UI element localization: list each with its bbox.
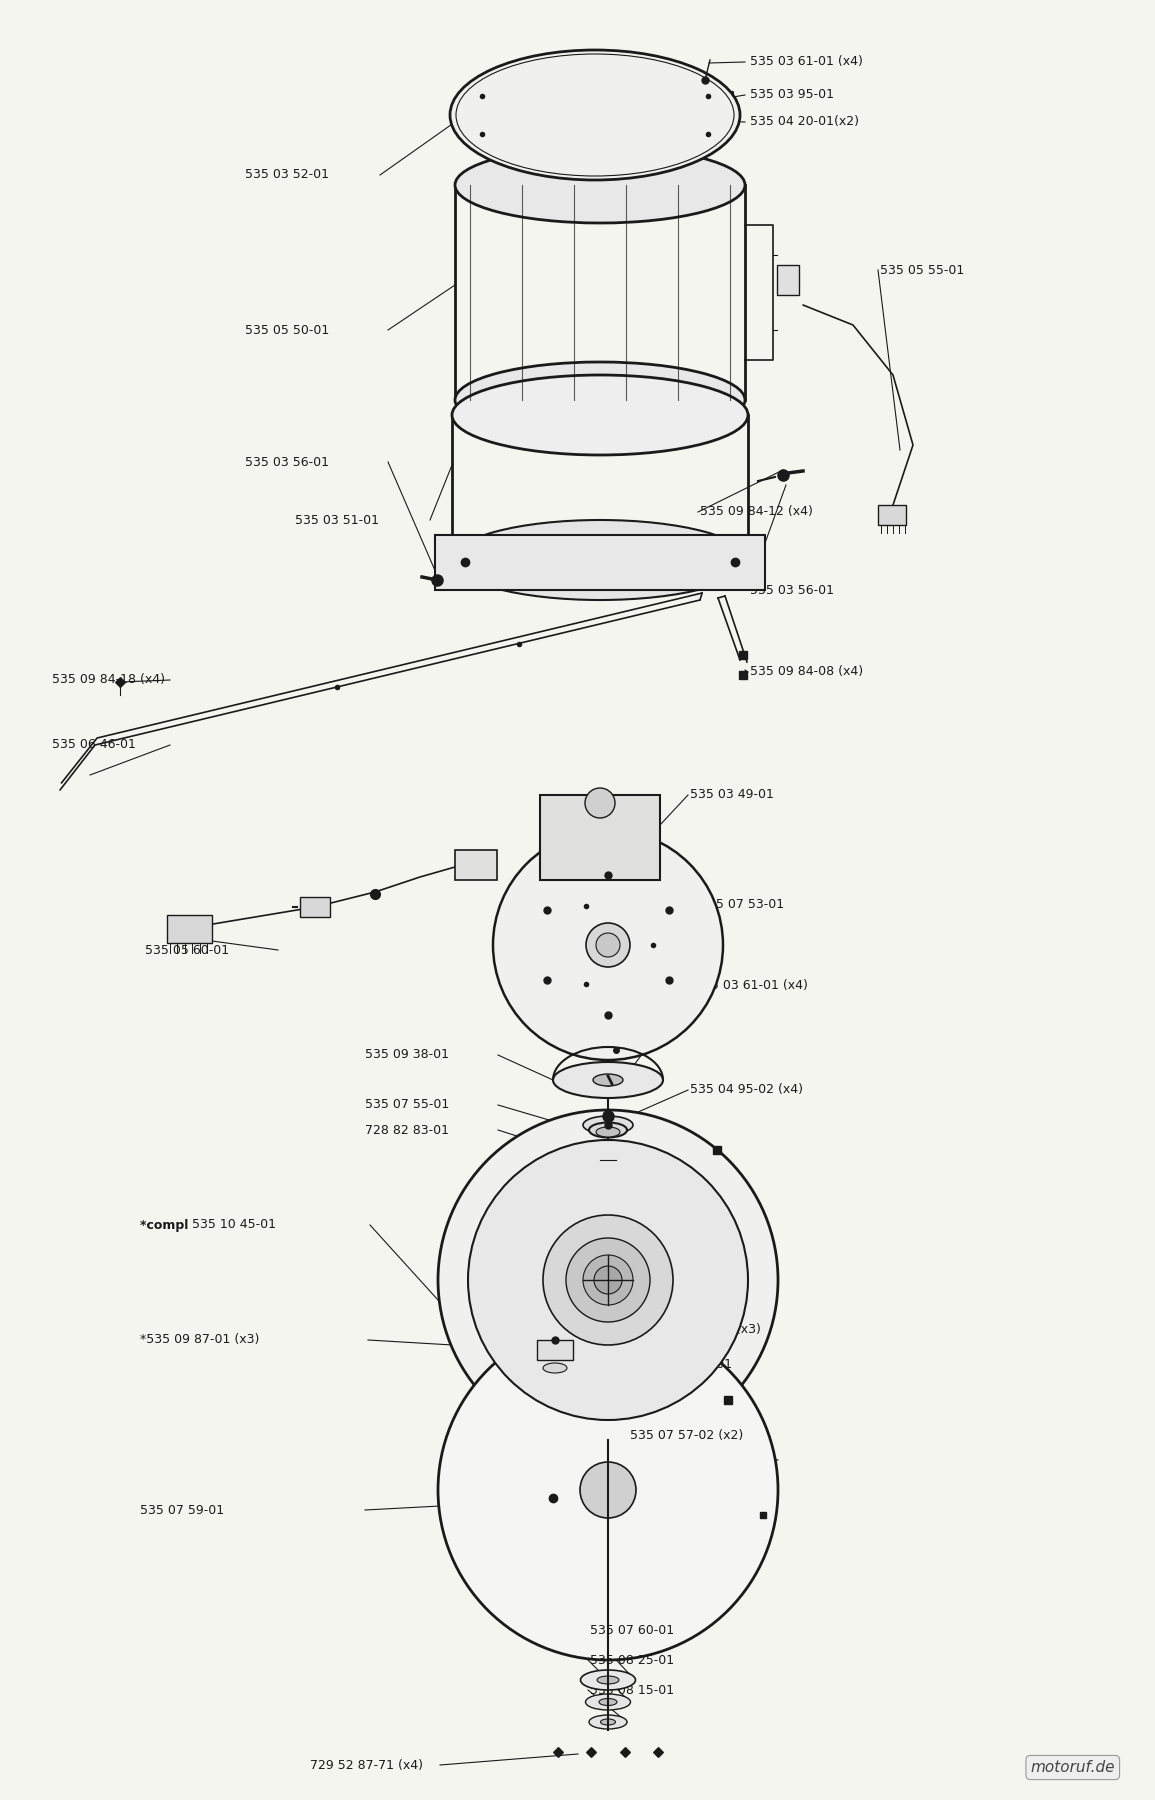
Text: 535 08 15-01: 535 08 15-01 [590,1683,675,1696]
Text: 729 52 87-71 (x4): 729 52 87-71 (x4) [310,1759,423,1771]
Text: 535 10 38-01: 535 10 38-01 [648,1359,732,1372]
Circle shape [586,923,629,967]
Ellipse shape [452,374,748,455]
Text: *535 09 87-01 (x3): *535 09 87-01 (x3) [140,1334,260,1346]
Text: 535 05 50-01: 535 05 50-01 [245,324,329,337]
Ellipse shape [589,1715,627,1730]
Text: 535 03 61-01 (x4): 535 03 61-01 (x4) [695,979,807,992]
Bar [455,850,497,880]
Text: 535 03 56-01: 535 03 56-01 [245,455,329,468]
Circle shape [493,830,723,1060]
Circle shape [566,1238,650,1321]
Circle shape [580,1462,636,1517]
Text: 535 03 51-01: 535 03 51-01 [295,513,379,526]
Bar [537,1339,573,1361]
Text: 535 07 53-01: 535 07 53-01 [700,898,784,911]
Circle shape [596,932,620,958]
Ellipse shape [593,1154,624,1166]
Text: 535 04 95-02 (x4): 535 04 95-02 (x4) [690,1084,803,1096]
Bar [435,535,765,590]
Text: 535 06 46-01: 535 06 46-01 [52,738,136,752]
Circle shape [543,1215,673,1345]
Ellipse shape [583,1116,633,1134]
Text: 535 07 55-01: 535 07 55-01 [365,1098,449,1111]
Text: 535 03 52-01: 535 03 52-01 [245,169,329,182]
Text: 535 04 20-01(x2): 535 04 20-01(x2) [750,115,859,128]
Text: 724 32 87-51 (x3): 724 32 87-51 (x3) [648,1323,761,1336]
Text: 535 05 60-01: 535 05 60-01 [146,943,229,956]
Ellipse shape [455,148,745,223]
Bar [167,914,213,943]
Ellipse shape [599,1699,617,1706]
Text: 535 07 59-01: 535 07 59-01 [140,1503,224,1516]
Text: 535 03 56-01: 535 03 56-01 [750,583,834,596]
Text: 535 05 55-01: 535 05 55-01 [880,263,964,277]
Circle shape [468,1139,748,1420]
Text: 535 09 84-12 (x4): 535 09 84-12 (x4) [700,506,813,518]
Ellipse shape [597,1676,619,1685]
Text: 535 07 60-01: 535 07 60-01 [590,1624,675,1636]
Ellipse shape [553,1062,663,1098]
Text: 535 09 84-08 (x4): 535 09 84-08 (x4) [750,666,863,679]
Text: 535 07 57-02 (x2): 535 07 57-02 (x2) [629,1429,744,1442]
Ellipse shape [543,1363,567,1373]
Text: 535 03 61-01 (x4): 535 03 61-01 (x4) [750,56,863,68]
Text: motoruf.de: motoruf.de [1030,1760,1115,1775]
Text: 535 09 84-18 (x4): 535 09 84-18 (x4) [52,673,165,686]
Bar [878,506,906,526]
Ellipse shape [589,1123,627,1138]
Bar [777,265,799,295]
Circle shape [438,1111,778,1451]
Bar [300,896,330,916]
Text: 535 10 45-01: 535 10 45-01 [192,1219,276,1231]
Ellipse shape [586,1694,631,1710]
Ellipse shape [455,362,745,437]
Bar [541,796,660,880]
Text: 728 82 83-01: 728 82 83-01 [365,1123,449,1136]
Text: 535 08 25-01: 535 08 25-01 [590,1654,675,1667]
Ellipse shape [581,1670,635,1690]
Circle shape [438,1319,778,1660]
Circle shape [583,1255,633,1305]
Ellipse shape [450,50,740,180]
Text: *compl: *compl [140,1219,193,1231]
Text: 535 09 38-01: 535 09 38-01 [365,1048,449,1062]
Circle shape [584,788,614,817]
Text: 535 03 95-01: 535 03 95-01 [750,88,834,101]
Ellipse shape [596,1127,620,1138]
Ellipse shape [601,1719,616,1724]
Ellipse shape [593,1075,623,1085]
Ellipse shape [452,520,748,599]
Circle shape [594,1265,623,1294]
Text: 535 03 49-01: 535 03 49-01 [690,788,774,801]
